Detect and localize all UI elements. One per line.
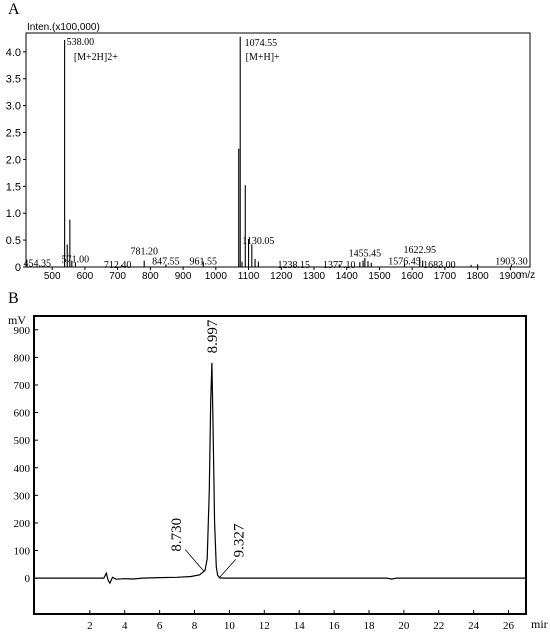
x-tick-label: 1000 xyxy=(205,271,228,282)
x-tick-label: 1600 xyxy=(401,271,424,282)
peak-label: 1455.45 xyxy=(349,248,382,259)
mass-spectrum-y-label: Inten.(x100,000) xyxy=(27,22,100,33)
x-tick-label: 24 xyxy=(468,620,480,632)
x-tick-label: 20 xyxy=(398,620,410,632)
x-tick-label: 700 xyxy=(109,271,126,282)
chromatogram-x-label: mir xyxy=(531,617,548,631)
y-tick-label: 300 xyxy=(14,490,31,502)
leader-line-left xyxy=(184,549,205,572)
y-tick-label: 2.0 xyxy=(6,154,21,166)
x-tick-label: 14 xyxy=(294,620,306,632)
peak-label: 1576.45 xyxy=(388,257,421,268)
leader-line-right xyxy=(219,559,236,578)
y-tick-label: 2.5 xyxy=(6,128,21,140)
peak-label: 538.00 xyxy=(67,37,95,48)
peak-label-right: 9.327 xyxy=(232,523,248,557)
peak-label-left: 8.730 xyxy=(169,518,185,552)
peak-label: [M+H]+ xyxy=(246,52,280,63)
y-tick-label: 1.0 xyxy=(6,208,21,220)
x-tick-label: 1200 xyxy=(270,271,293,282)
x-tick-label: 1500 xyxy=(368,271,391,282)
y-tick-label: 3.0 xyxy=(6,101,21,113)
y-tick-label: 900 xyxy=(14,325,31,337)
x-tick-label: 1800 xyxy=(467,271,490,282)
x-tick-label: 8 xyxy=(192,620,198,632)
peak-label: 961.55 xyxy=(189,257,217,268)
peak-label: 781.20 xyxy=(130,246,158,257)
x-tick-label: 500 xyxy=(44,271,61,282)
peak-label: [M+2H]2+ xyxy=(74,52,118,63)
y-tick-label: 0.5 xyxy=(6,235,21,247)
x-tick-label: 1400 xyxy=(336,271,359,282)
x-tick-label: 1900 xyxy=(499,271,522,282)
chromatogram-frame xyxy=(33,315,527,615)
y-tick-label: 0 xyxy=(15,262,21,274)
peak-label: 454.35 xyxy=(23,259,51,270)
peak-label: 1130.05 xyxy=(242,236,274,247)
peak-label-apex: 8.997 xyxy=(205,319,221,353)
x-tick-label: 2 xyxy=(87,620,93,632)
y-tick-label: 3.5 xyxy=(6,74,21,86)
x-tick-label: 18 xyxy=(363,620,375,632)
y-tick-label: 4.0 xyxy=(6,47,21,59)
x-tick-label: 12 xyxy=(259,620,270,632)
y-tick-label: 1.5 xyxy=(6,181,21,193)
x-tick-label: 600 xyxy=(77,271,94,282)
x-tick-label: 22 xyxy=(433,620,444,632)
peak-label: 1238.15 xyxy=(278,260,311,271)
chromatogram-y-label: mV xyxy=(8,313,26,327)
peak-label: 1622.95 xyxy=(403,245,436,256)
peak-label: 1683.00 xyxy=(423,260,456,271)
y-tick-label: 500 xyxy=(14,435,31,447)
peak-label: 847.55 xyxy=(152,257,180,268)
chromatogram-trace xyxy=(34,362,526,585)
x-tick-label: 16 xyxy=(329,620,341,632)
peak-label: 1903.30 xyxy=(495,257,528,268)
y-tick-label: 200 xyxy=(14,518,31,530)
x-tick-label: 800 xyxy=(142,271,159,282)
x-tick-label: 900 xyxy=(175,271,192,282)
peak-label: 571.00 xyxy=(62,254,90,265)
panel-label-b: B xyxy=(8,290,19,307)
mass-spectrum-chart: Inten.(x100,000) m/z 0 0.5 1.0 1.5 2.0 2.5 3.0… xyxy=(6,22,535,282)
y-tick-label: 700 xyxy=(14,380,31,392)
x-tick-label: 4 xyxy=(122,620,128,632)
mass-spectrum-frame xyxy=(25,32,531,268)
x-tick-label: 26 xyxy=(503,620,515,632)
peak-label: 1074.55 xyxy=(245,38,278,49)
peak-label: 712.40 xyxy=(104,260,132,271)
x-tick-label: 1700 xyxy=(434,271,457,282)
x-tick-label: 1100 xyxy=(238,271,260,282)
panel-label-a: A xyxy=(8,1,20,18)
x-tick-label: 1300 xyxy=(303,271,326,282)
y-tick-label: 800 xyxy=(14,352,31,364)
x-tick-label: 6 xyxy=(157,620,163,632)
peak-label: 1377.10 xyxy=(323,260,356,271)
y-tick-label: 0 xyxy=(25,573,31,585)
y-tick-label: 100 xyxy=(14,546,31,558)
y-tick-label: 600 xyxy=(14,408,31,420)
x-tick-label: 10 xyxy=(224,620,236,632)
y-tick-label: 400 xyxy=(14,463,31,475)
mass-spectrum-x-label: m/z xyxy=(519,270,535,281)
